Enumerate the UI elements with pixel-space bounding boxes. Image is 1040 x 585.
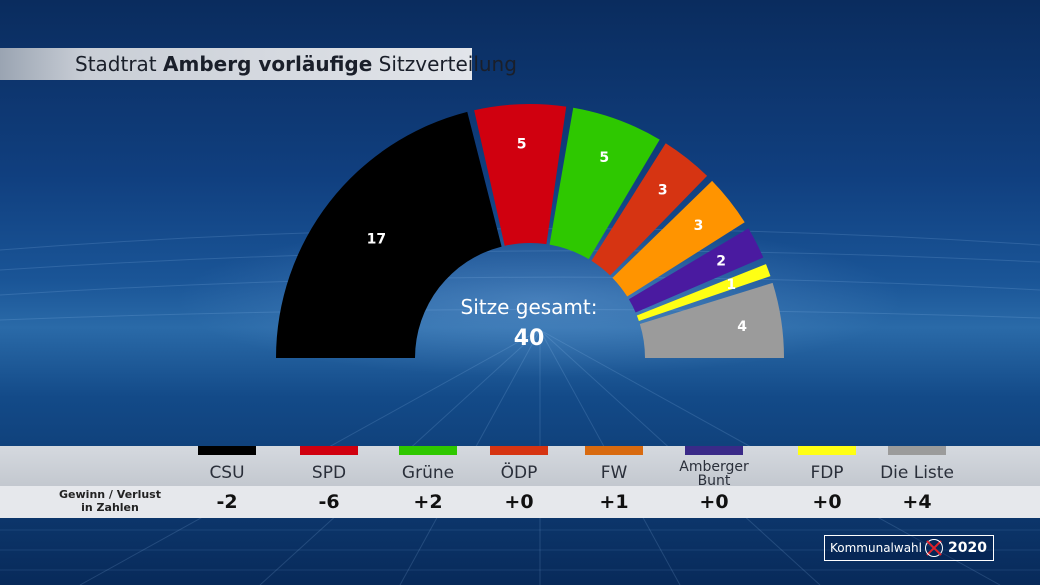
seat-segment-spd	[474, 104, 567, 246]
seat-segment-fdp	[636, 264, 771, 321]
legend-item-fw: FW	[564, 446, 664, 483]
seat-change-value: +2	[413, 491, 443, 513]
legend-item-die-liste: Die Liste	[867, 446, 967, 483]
seat-count-label: 3	[658, 183, 668, 199]
seat-change-value: +4	[902, 491, 932, 513]
legend-item-gr-ne: Grüne	[378, 446, 478, 483]
seat-segment-csu	[276, 111, 502, 359]
legend-item--dp: ÖDP	[469, 446, 569, 483]
ballot-cross-icon	[924, 538, 944, 558]
seat-segment-amberger-bunt	[628, 228, 764, 313]
legend-swatch	[685, 446, 743, 455]
legend-party-name: Grüne	[401, 463, 455, 483]
seat-change-value: -2	[216, 491, 238, 513]
seat-change-value: +0	[504, 491, 534, 513]
seat-count-label: 5	[599, 150, 609, 166]
legend-item-amberger-bunt: Amberger Bunt	[664, 446, 764, 488]
gain-loss-caption: Gewinn / Verlust in Zahlen	[59, 488, 161, 514]
seat-segment--dp	[591, 143, 708, 276]
seat-count-label: 2	[716, 254, 726, 270]
legend-swatch	[585, 446, 643, 455]
legend-swatch	[798, 446, 856, 455]
seat-segment-gr-ne	[549, 107, 660, 260]
gain-loss-band	[0, 486, 1040, 518]
legend-item-fdp: FDP	[777, 446, 877, 483]
seat-change-value: -6	[318, 491, 340, 513]
title-bar: Stadtrat Amberg vorläufige Sitzverteilun…	[0, 48, 517, 80]
legend-swatch	[490, 446, 548, 455]
legend-party-name: Amberger Bunt	[679, 459, 749, 489]
legend-swatch	[198, 446, 256, 455]
center-label: Sitze gesamt:	[461, 295, 598, 319]
legend-party-name: ÖDP	[500, 463, 538, 483]
legend-party-name: SPD	[311, 463, 347, 483]
seat-count-label: 5	[517, 137, 527, 153]
legend-party-name: CSU	[209, 463, 245, 483]
total-seats: 40	[514, 326, 545, 351]
seat-change-value: +0	[699, 491, 729, 513]
legend-party-name: Die Liste	[880, 463, 954, 483]
seat-count-label: 4	[737, 319, 747, 335]
legend-swatch	[399, 446, 457, 455]
seat-change-value: +0	[812, 491, 842, 513]
seat-count-label: 1	[726, 277, 736, 293]
kommunalwahl-logo: Kommunalwahl 2020	[824, 535, 994, 561]
legend-party-name: FW	[600, 463, 628, 483]
legend-swatch	[300, 446, 358, 455]
seat-change-value: +1	[599, 491, 629, 513]
legend-item-csu: CSU	[177, 446, 277, 483]
seat-segment-die-liste	[639, 282, 784, 358]
legend-swatch	[888, 446, 946, 455]
legend-item-spd: SPD	[279, 446, 379, 483]
seat-count-label: 17	[367, 232, 386, 248]
legend-party-name: FDP	[810, 463, 844, 483]
seat-segment-fw	[612, 180, 745, 297]
seat-count-label: 3	[694, 218, 704, 234]
chart-title: Stadtrat Amberg vorläufige Sitzverteilun…	[75, 52, 517, 76]
